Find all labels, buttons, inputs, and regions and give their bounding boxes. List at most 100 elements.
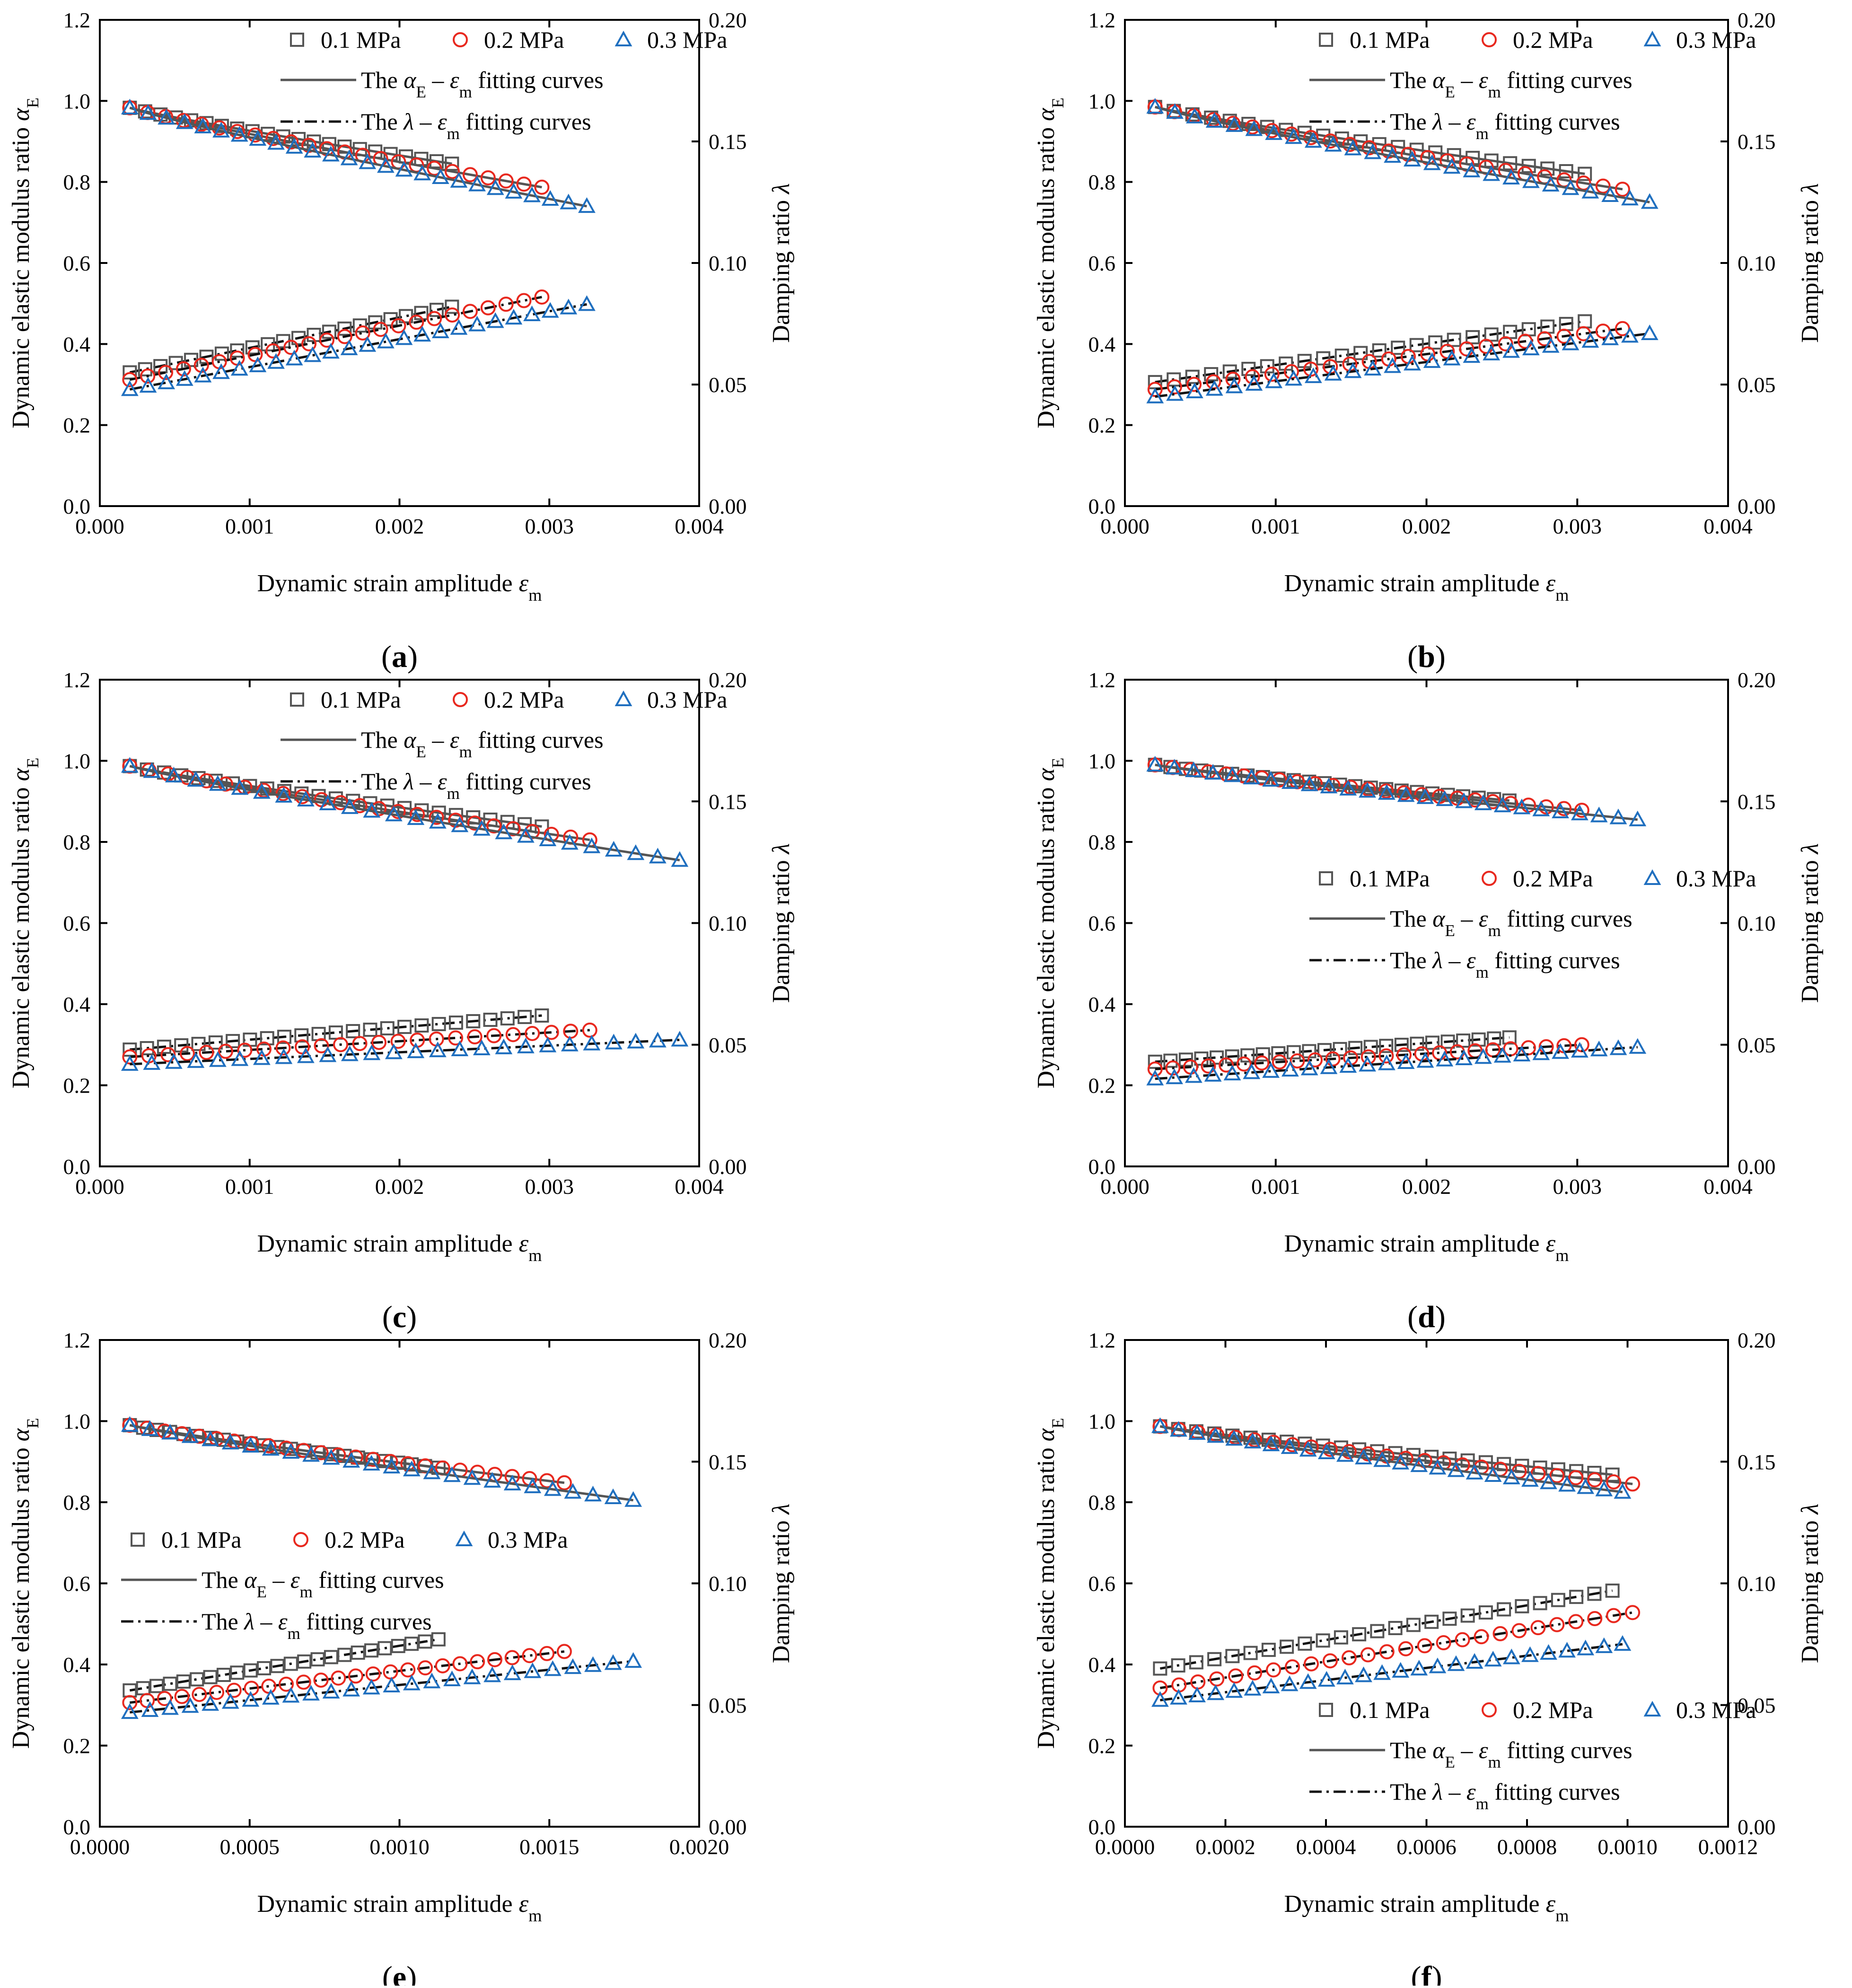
y2-axis-label: Damping ratio λ bbox=[1797, 843, 1824, 1003]
alphaE-point bbox=[671, 851, 689, 867]
alphaE-point bbox=[403, 1461, 421, 1477]
alphaE-point bbox=[1339, 779, 1357, 796]
y-tick-label: 0.6 bbox=[1088, 911, 1116, 936]
lambda-point bbox=[192, 1687, 207, 1702]
alphaE-point bbox=[176, 113, 193, 129]
alphaE-point bbox=[1443, 158, 1461, 174]
lambda-point bbox=[1317, 1043, 1332, 1058]
x-axis-label: Dynamic strain amplitude εm bbox=[257, 1891, 542, 1925]
legend-marker-square bbox=[1319, 871, 1333, 885]
alphaE-point bbox=[649, 848, 667, 864]
y-tick-label: 0.4 bbox=[63, 992, 91, 1016]
label-part: ε bbox=[1479, 1737, 1488, 1763]
alphaE-point bbox=[1381, 143, 1396, 159]
alphaE-point bbox=[463, 1469, 481, 1485]
alphaE-point bbox=[1185, 107, 1203, 123]
label-part: m bbox=[1476, 963, 1489, 981]
y-tick-label: 1.2 bbox=[63, 1328, 91, 1352]
alphaE-point bbox=[1568, 1470, 1584, 1486]
lambda-point bbox=[1186, 377, 1202, 392]
lambda-point bbox=[560, 298, 578, 315]
lambda-point bbox=[1207, 1652, 1222, 1666]
lambda-point bbox=[1316, 1633, 1330, 1648]
lambda-point bbox=[503, 1664, 521, 1681]
series-square bbox=[1153, 1419, 1620, 1676]
legend-label-lambda-fit: The λ – εm fitting curves bbox=[361, 108, 591, 143]
y-tick-label: 1.2 bbox=[63, 668, 91, 692]
label-part: ε bbox=[1466, 108, 1476, 135]
alphaE-point bbox=[1336, 1446, 1354, 1462]
alphaE-point bbox=[1455, 792, 1473, 808]
alphaE-point bbox=[1416, 788, 1434, 804]
label-part: ε bbox=[1546, 1891, 1556, 1918]
lambda-point bbox=[1166, 385, 1184, 401]
lambda-point bbox=[1205, 380, 1223, 396]
lambda-point bbox=[561, 1035, 579, 1051]
lambda-point bbox=[1241, 361, 1256, 376]
x-tick-label: 0.000 bbox=[1100, 1174, 1150, 1199]
lambda-point bbox=[275, 1040, 291, 1056]
alphaE-point bbox=[1396, 785, 1412, 801]
lambda-point bbox=[1373, 1664, 1391, 1680]
legend-label-square: 0.1 MPa bbox=[1350, 865, 1430, 892]
label-part: ε bbox=[519, 1230, 529, 1257]
panel-label-part: ) bbox=[1431, 1960, 1442, 1986]
label-part: Damping ratio bbox=[1797, 194, 1824, 343]
alphaE-point bbox=[1493, 797, 1511, 813]
label-part: λ bbox=[1431, 108, 1443, 135]
lambda-point bbox=[1513, 1045, 1531, 1061]
lambda-point bbox=[516, 293, 532, 308]
lambda-point bbox=[1236, 1056, 1252, 1072]
panel-label-part: ( bbox=[1407, 639, 1418, 674]
y2-tick-label: 0.05 bbox=[709, 1693, 747, 1717]
lambda-point bbox=[1299, 1673, 1317, 1689]
x-tick-label: 0.001 bbox=[225, 514, 274, 538]
y-tick-label: 1.0 bbox=[1088, 89, 1116, 113]
lambda-point bbox=[310, 1652, 325, 1667]
alphaE-point bbox=[1303, 130, 1319, 145]
lambda-point bbox=[1204, 367, 1219, 382]
lambda-point bbox=[230, 359, 248, 376]
alphaE-point bbox=[304, 142, 322, 158]
lambda-point bbox=[1442, 1611, 1457, 1626]
panel-label-part: ( bbox=[382, 1300, 393, 1334]
lambda-point bbox=[1641, 324, 1659, 341]
label-part: E bbox=[416, 743, 426, 761]
label-part: m bbox=[528, 1906, 542, 1925]
legend-marker-circle bbox=[1482, 871, 1497, 886]
panel-label-part: ) bbox=[1435, 1300, 1446, 1334]
lambda-point bbox=[1447, 333, 1461, 347]
legend-marker-triangle bbox=[614, 690, 632, 706]
lambda-point bbox=[1360, 1647, 1376, 1663]
lambda-point bbox=[138, 362, 152, 377]
alphaE-point bbox=[1440, 788, 1455, 802]
label-part: m bbox=[528, 586, 542, 604]
lambda-point bbox=[380, 1021, 395, 1036]
lambda-point bbox=[270, 1659, 285, 1673]
x-tick-label: 0.0002 bbox=[1195, 1835, 1255, 1859]
y2-axis-label: Damping ratio λ bbox=[768, 843, 795, 1003]
alphaE-point bbox=[578, 197, 596, 213]
alphaE-fit-line bbox=[129, 765, 590, 841]
lambda-point bbox=[322, 343, 340, 359]
lambda-point bbox=[283, 1656, 298, 1671]
y2-tick-label: 0.20 bbox=[1738, 1328, 1776, 1352]
lambda-point bbox=[295, 1039, 310, 1055]
legend-label-alphaE-fit: The αE – εm fitting curves bbox=[361, 727, 604, 761]
series-triangle bbox=[1151, 1417, 1632, 1707]
lambda-point bbox=[1333, 1042, 1347, 1056]
y2-tick-label: 0.10 bbox=[709, 1572, 747, 1596]
label-part: m bbox=[1476, 1795, 1489, 1813]
lambda-point bbox=[1429, 1657, 1447, 1673]
alphaE-point bbox=[1578, 166, 1592, 181]
label-part: E bbox=[1048, 758, 1067, 768]
alphaE-point bbox=[423, 1463, 441, 1480]
alphaE-point bbox=[505, 183, 523, 199]
alphaE-point bbox=[431, 168, 449, 184]
y-tick-label: 1.0 bbox=[63, 1410, 91, 1434]
y2-tick-label: 0.00 bbox=[709, 1155, 747, 1179]
panel-label-part: e bbox=[393, 1960, 406, 1986]
lambda-point bbox=[1609, 1039, 1627, 1055]
label-part: λ bbox=[1797, 843, 1824, 855]
lambda-point bbox=[395, 329, 413, 345]
